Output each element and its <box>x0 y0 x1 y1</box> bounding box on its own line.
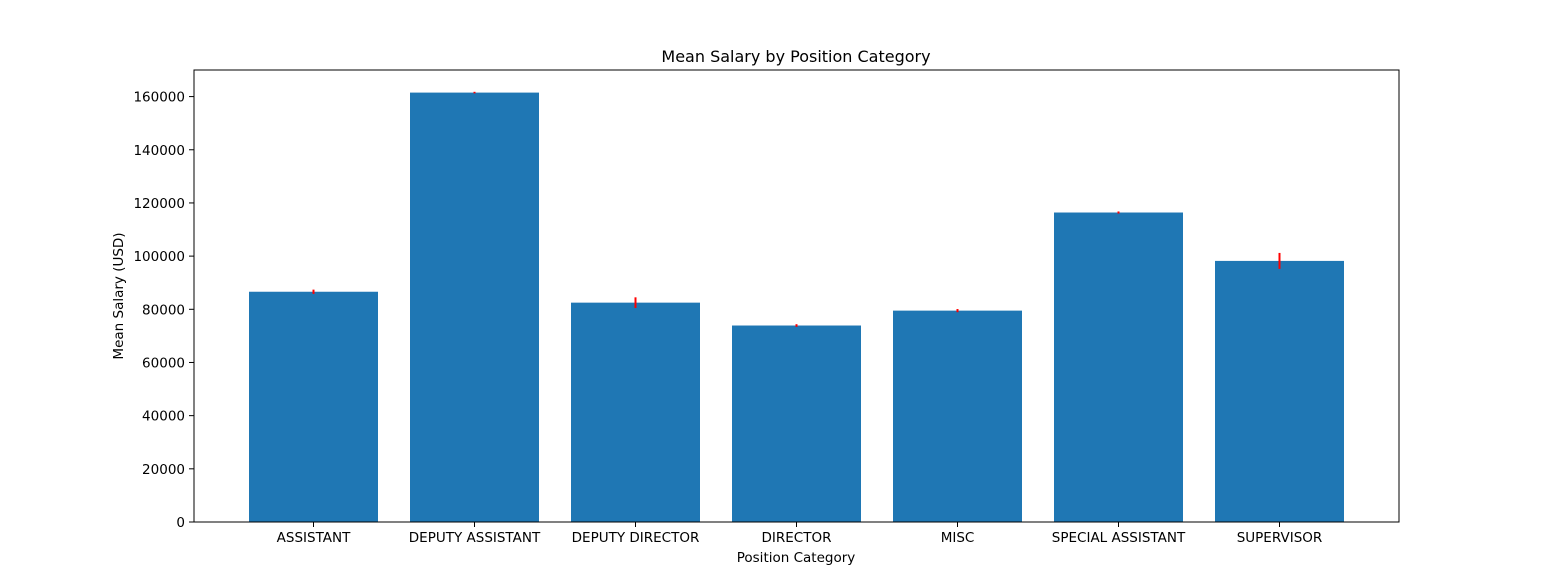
plot-area <box>193 69 1400 523</box>
y-tick-label: 0 <box>176 515 185 531</box>
x-tick-label: ASSISTANT <box>277 530 351 546</box>
y-tick-label: 140000 <box>133 143 185 159</box>
y-tick-label: 160000 <box>133 90 185 106</box>
bar-misc <box>893 310 1022 522</box>
x-tick-label: SUPERVISOR <box>1237 530 1323 546</box>
y-axis: 0 20000 40000 60000 80000 100000 120000 140000 1… <box>133 90 194 531</box>
y-tick-label: 80000 <box>142 302 185 318</box>
bar-special-assistant <box>1054 212 1183 522</box>
y-tick-label: 60000 <box>142 355 185 371</box>
error-bars-group <box>312 91 1281 327</box>
bar-deputy-assistant <box>410 92 539 522</box>
y-tick-label: 120000 <box>133 196 185 212</box>
y-tick-label: 100000 <box>133 249 185 265</box>
y-axis-label: Mean Salary (USD) <box>111 232 127 359</box>
x-axis: ASSISTANT DEPUTY ASSISTANT DEPUTY DIRECTOR… <box>277 522 1323 546</box>
x-tick-label: SPECIAL ASSISTANT <box>1052 530 1186 546</box>
bar-deputy-director <box>571 302 700 522</box>
x-tick-label: MISC <box>941 530 975 546</box>
chart-title: Mean Salary by Position Category <box>661 47 930 66</box>
y-tick-label: 40000 <box>142 409 185 425</box>
bar-assistant <box>249 291 378 522</box>
x-tick-label: DEPUTY ASSISTANT <box>409 530 541 546</box>
x-axis-label: Position Category <box>737 550 856 566</box>
bar-supervisor <box>1215 260 1344 522</box>
bar-director <box>732 325 861 522</box>
x-tick-label: DEPUTY DIRECTOR <box>572 530 700 546</box>
y-tick-label: 20000 <box>142 462 185 478</box>
x-tick-label: DIRECTOR <box>762 530 832 546</box>
bars-group <box>249 92 1344 522</box>
